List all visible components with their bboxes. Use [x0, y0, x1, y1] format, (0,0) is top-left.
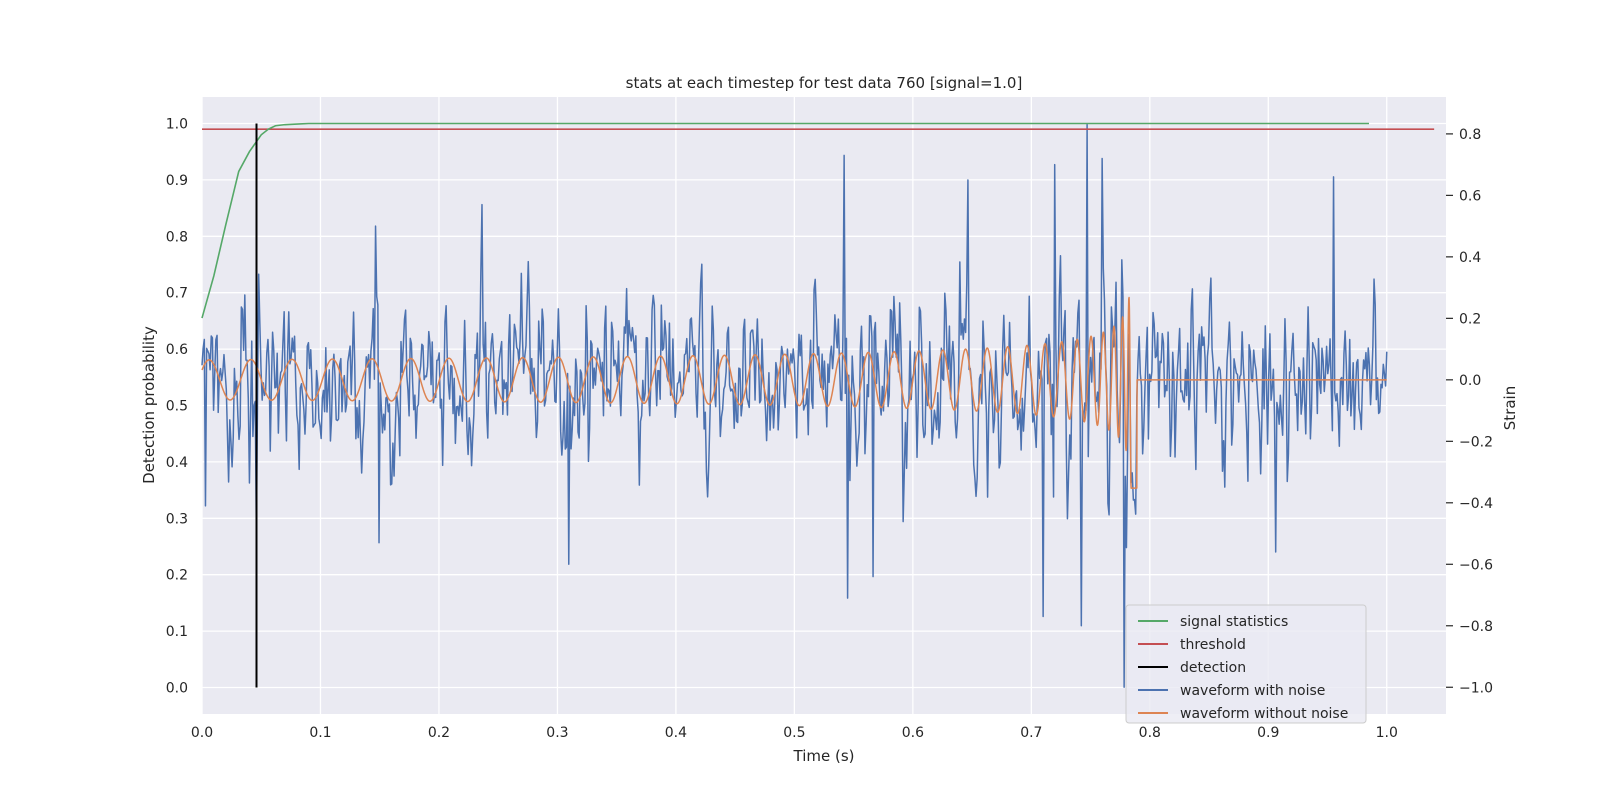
left-y-tick-label: 0.9 — [166, 173, 188, 189]
x-tick-label: 0.6 — [902, 725, 924, 741]
signal-statistics-line — [201, 122, 1369, 319]
right-y-axis-label: Strain — [1501, 386, 1519, 430]
right-y-tick-labels: −1.0 −0.8 −0.6 −0.4 −0.2 0.0 0.2 0.4 0.6 0.8 — [1446, 127, 1493, 696]
x-tick-label: 0.2 — [428, 725, 450, 741]
legend-box — [1125, 604, 1367, 724]
x-axis-label: Time (s) — [793, 747, 855, 765]
right-y-tick-label: 0.0 — [1459, 373, 1481, 389]
right-y-tick-label: 0.4 — [1459, 250, 1481, 266]
left-y-tick-label: 0.0 — [166, 680, 188, 696]
x-tick-label: 0.7 — [1020, 725, 1042, 741]
waveform-without-noise-line — [201, 296, 1388, 489]
waveform-with-noise-line — [201, 123, 1388, 688]
x-tick-label: 0.8 — [1139, 725, 1161, 741]
legend: signal statistics threshold detection wavef… — [1125, 604, 1367, 724]
right-y-tick-label: −1.0 — [1459, 680, 1493, 696]
left-y-tick-labels: 0.0 0.1 0.2 0.3 0.4 0.5 0.6 0.7 0.8 0.9 1.0 — [166, 117, 188, 697]
left-y-tick-label: 0.4 — [166, 455, 188, 471]
x-tick-label: 0.1 — [309, 725, 331, 741]
right-y-tick-label: 0.6 — [1459, 188, 1481, 204]
right-y-tick-label: 0.2 — [1459, 311, 1481, 327]
right-y-tick-label: −0.4 — [1459, 496, 1493, 512]
right-y-tick-label: −0.2 — [1459, 434, 1493, 450]
chart-title: stats at each timestep for test data 760… — [626, 74, 1023, 92]
legend-entry: detection — [1180, 660, 1246, 676]
legend-entry: waveform without noise — [1180, 706, 1348, 722]
left-y-axis-label: Detection probability — [140, 326, 158, 484]
right-y-tick-label: 0.8 — [1459, 127, 1481, 143]
left-y-tick-label: 0.5 — [166, 399, 188, 415]
left-y-tick-label: 0.7 — [166, 286, 188, 302]
legend-entry: threshold — [1180, 637, 1246, 653]
left-y-tick-label: 1.0 — [166, 117, 188, 133]
left-y-tick-label: 0.2 — [166, 568, 188, 584]
left-y-tick-label: 0.6 — [166, 342, 188, 358]
x-tick-label: 0.5 — [783, 725, 805, 741]
right-y-tick-label: −0.8 — [1459, 619, 1493, 635]
x-tick-labels: 0.0 0.1 0.2 0.3 0.4 0.5 0.6 0.7 0.8 0.9 1.0 — [191, 725, 1398, 741]
left-y-tick-label: 0.8 — [166, 229, 188, 245]
x-tick-label: 0.4 — [665, 725, 687, 741]
x-tick-label: 1.0 — [1376, 725, 1398, 741]
legend-entry: waveform with noise — [1180, 683, 1325, 699]
left-y-tick-label: 0.1 — [166, 624, 188, 640]
right-y-tick-label: −0.6 — [1459, 557, 1493, 573]
legend-entry: signal statistics — [1180, 614, 1288, 630]
series-layer — [201, 122, 1435, 688]
x-tick-label: 0.9 — [1257, 725, 1279, 741]
x-tick-label: 0.0 — [191, 725, 213, 741]
x-tick-label: 0.3 — [546, 725, 568, 741]
left-y-tick-label: 0.3 — [166, 511, 188, 527]
